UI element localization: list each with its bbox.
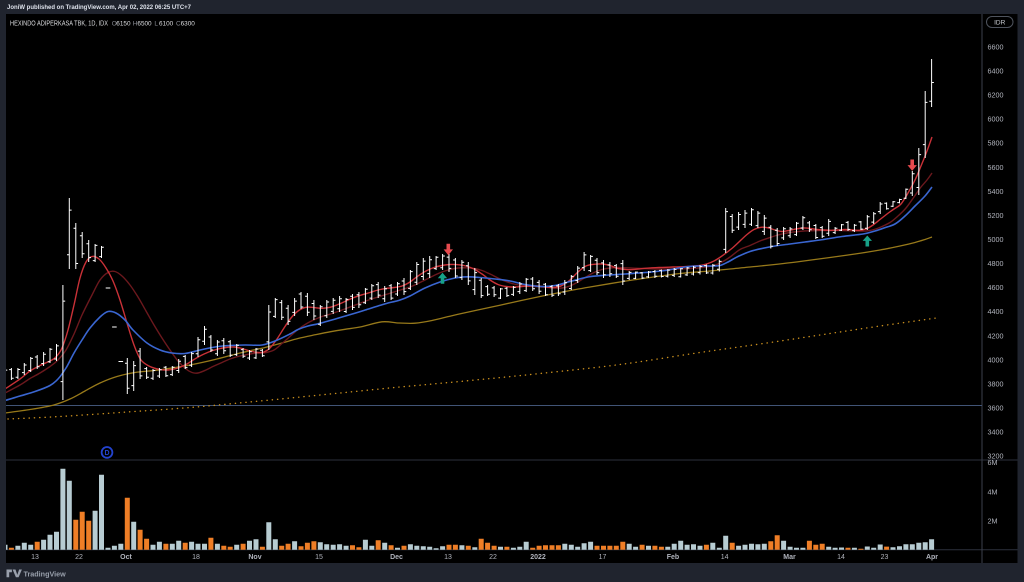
svg-text:3800: 3800 xyxy=(988,379,1004,388)
svg-text:4400: 4400 xyxy=(988,307,1004,316)
svg-text:6100: 6100 xyxy=(159,21,174,28)
svg-text:6600: 6600 xyxy=(988,42,1004,51)
svg-text:O: O xyxy=(112,21,117,28)
svg-text:C: C xyxy=(176,21,181,28)
svg-text:4200: 4200 xyxy=(988,331,1004,340)
svg-text:L: L xyxy=(154,21,158,28)
svg-text:3200: 3200 xyxy=(988,452,1004,461)
svg-text:6300: 6300 xyxy=(181,21,196,28)
svg-text:4600: 4600 xyxy=(988,283,1004,292)
svg-text:5200: 5200 xyxy=(988,211,1004,220)
svg-text:Nov: Nov xyxy=(248,554,261,561)
svg-text:6M: 6M xyxy=(988,458,998,467)
svg-text:17: 17 xyxy=(599,554,607,561)
svg-text:TradingView: TradingView xyxy=(24,569,67,578)
svg-text:3600: 3600 xyxy=(988,404,1004,413)
svg-text:5800: 5800 xyxy=(988,139,1004,148)
svg-text:Mar: Mar xyxy=(783,554,796,561)
svg-text:14: 14 xyxy=(837,554,845,561)
svg-text:13: 13 xyxy=(31,554,39,561)
svg-text:JoniW published on TradingView: JoniW published on TradingView.com, Apr … xyxy=(7,5,192,11)
svg-text:18: 18 xyxy=(192,554,200,561)
svg-text:14: 14 xyxy=(721,554,729,561)
svg-text:HEXINDO ADIPERKASA TBK, 1D, ID: HEXINDO ADIPERKASA TBK, 1D, IDX xyxy=(10,21,108,28)
svg-text:H: H xyxy=(133,21,138,28)
svg-text:3400: 3400 xyxy=(988,428,1004,437)
svg-text:5600: 5600 xyxy=(988,163,1004,172)
svg-text:4M: 4M xyxy=(988,487,998,496)
svg-text:6200: 6200 xyxy=(988,91,1004,100)
svg-text:5400: 5400 xyxy=(988,187,1004,196)
svg-text:2022: 2022 xyxy=(530,554,546,561)
svg-text:Apr: Apr xyxy=(926,554,938,561)
svg-text:6000: 6000 xyxy=(988,115,1004,124)
svg-text:D: D xyxy=(104,450,109,457)
svg-text:4000: 4000 xyxy=(988,355,1004,364)
svg-text:13: 13 xyxy=(444,554,452,561)
svg-text:6500: 6500 xyxy=(137,21,152,28)
svg-text:4800: 4800 xyxy=(988,259,1004,268)
svg-text:23: 23 xyxy=(881,554,889,561)
svg-text:Dec: Dec xyxy=(390,554,403,561)
svg-text:Oct: Oct xyxy=(120,554,132,561)
svg-text:22: 22 xyxy=(489,554,497,561)
svg-text:22: 22 xyxy=(75,554,83,561)
svg-text:IDR: IDR xyxy=(994,20,1006,27)
svg-text:Feb: Feb xyxy=(667,554,679,561)
svg-text:15: 15 xyxy=(315,554,323,561)
svg-text:2M: 2M xyxy=(988,517,998,526)
svg-text:6400: 6400 xyxy=(988,67,1004,76)
svg-text:5000: 5000 xyxy=(988,235,1004,244)
svg-text:6150: 6150 xyxy=(116,21,131,28)
